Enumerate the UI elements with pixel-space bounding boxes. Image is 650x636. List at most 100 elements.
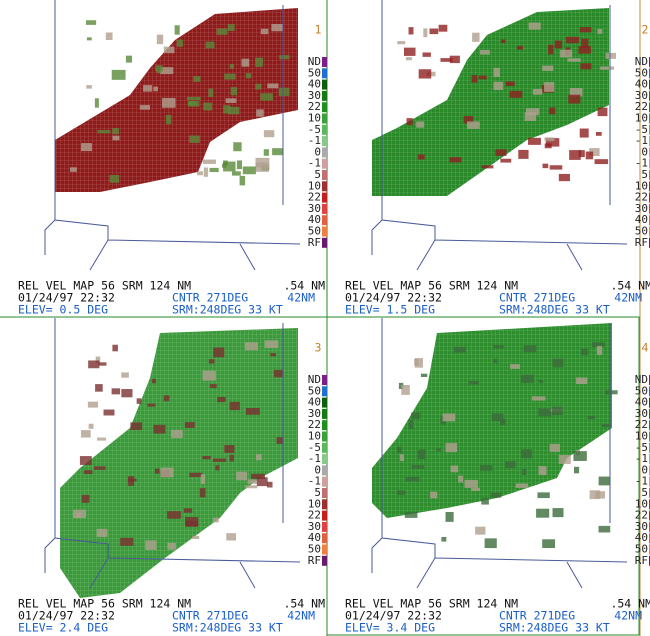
echo-cell <box>183 508 193 513</box>
echo-cell <box>247 479 258 484</box>
echo-cell <box>167 511 181 519</box>
echo-cell <box>397 41 406 45</box>
echo-cell <box>244 342 259 351</box>
echo-cell <box>159 67 174 75</box>
echo-cell <box>94 98 99 108</box>
echo-cell <box>521 449 533 459</box>
echo-cell <box>130 422 143 431</box>
legend-label: 10 <box>635 430 648 443</box>
storm-motion: SRM:248DEG 33 KT <box>172 303 283 317</box>
echo-cell <box>223 105 231 114</box>
echo-texture <box>55 8 298 192</box>
panel-number: 1 <box>315 23 322 37</box>
legend-label: 22 <box>308 100 321 113</box>
legend-label: -1 <box>308 134 321 147</box>
legend-label: ND <box>635 373 648 386</box>
legend-swatch <box>322 170 327 180</box>
echo-cell <box>199 488 206 498</box>
echo-cell <box>500 39 506 44</box>
echo-cell <box>493 67 500 77</box>
echo-cell <box>256 477 268 487</box>
echo-cell <box>185 517 199 527</box>
echo-cell <box>594 159 609 165</box>
legend-label: RF <box>635 554 648 567</box>
legend-swatch <box>322 431 327 442</box>
echo-cell <box>440 58 453 62</box>
echo-cell <box>112 135 120 141</box>
echo-cell <box>224 73 236 80</box>
legend-swatch <box>322 544 327 555</box>
echo-cell <box>491 413 504 422</box>
echo-cell <box>228 106 240 115</box>
echo-cell <box>192 535 200 540</box>
echo-cell <box>445 511 454 522</box>
legend-label: -1 <box>635 452 648 465</box>
echo-cell <box>464 479 478 488</box>
echo-cell <box>548 44 554 55</box>
echo-cell <box>468 380 479 385</box>
legend-label: 22 <box>635 191 648 204</box>
echo-cell <box>161 97 176 108</box>
echo-cell <box>558 173 570 182</box>
echo-cell <box>147 403 156 407</box>
datetime: 01/24/97 22:32 <box>345 609 442 623</box>
legend-swatch <box>322 375 327 385</box>
echo-cell <box>532 88 543 95</box>
legend-swatch <box>322 408 327 419</box>
echo-cell <box>475 526 486 535</box>
echo-cell <box>449 55 460 64</box>
legend-label: 22 <box>635 100 648 113</box>
echo-cell <box>490 492 502 498</box>
echo-cell <box>156 34 164 45</box>
echo-cell <box>229 401 240 411</box>
legend-label: RF <box>308 554 321 567</box>
echo-cell <box>397 446 402 453</box>
echo-cell <box>256 109 264 117</box>
echo-cell <box>97 130 111 134</box>
legend-label: 50 <box>308 384 321 397</box>
legend-label: 30 <box>635 520 648 533</box>
echo-cell <box>233 142 242 152</box>
legend-swatch <box>322 521 327 532</box>
product-title: REL VEL MAP 56 SRM 124 NM <box>345 597 518 611</box>
echo-cell <box>528 22 541 30</box>
echo-cell <box>217 396 226 403</box>
echo-cell <box>481 165 494 169</box>
echo-cell <box>224 445 235 453</box>
legend-swatch <box>322 215 327 226</box>
legend-label: 5 <box>314 168 321 181</box>
legend-label: 0 <box>314 145 321 158</box>
echo-cell <box>438 24 448 32</box>
legend-swatch <box>322 136 327 147</box>
echo-cell <box>605 390 618 395</box>
echo-cell <box>450 465 459 473</box>
echo-cell <box>163 395 170 402</box>
echo-cell <box>423 28 428 38</box>
legend-swatch <box>322 79 327 90</box>
echo-cell <box>544 82 555 92</box>
resolution: .54 NM <box>610 597 650 611</box>
elevation: ELEV= 1.5 DEG <box>345 303 435 317</box>
echo-cell <box>263 149 269 156</box>
legend-label: 40 <box>308 396 321 409</box>
echo-cell <box>416 121 425 128</box>
legend-swatch <box>322 203 327 214</box>
echo-cell <box>587 415 596 420</box>
legend-label: -5 <box>308 123 321 136</box>
echo-cell <box>420 373 428 378</box>
legend-label: 40 <box>308 78 321 91</box>
legend-label: 30 <box>308 89 321 102</box>
resolution: .54 NM <box>610 279 650 293</box>
echo-cell <box>569 150 581 160</box>
legend-label: 30 <box>635 407 648 420</box>
echo-cell <box>449 157 462 163</box>
echo-cell <box>539 379 544 384</box>
echo-cell <box>272 148 283 156</box>
echo-cell <box>229 454 234 462</box>
panel-number: 4 <box>642 341 649 355</box>
echo-cell <box>441 536 447 542</box>
echo-cell <box>94 466 106 470</box>
echo-cell <box>103 409 115 416</box>
echo-cell <box>537 492 550 499</box>
echo-cell <box>524 112 537 121</box>
